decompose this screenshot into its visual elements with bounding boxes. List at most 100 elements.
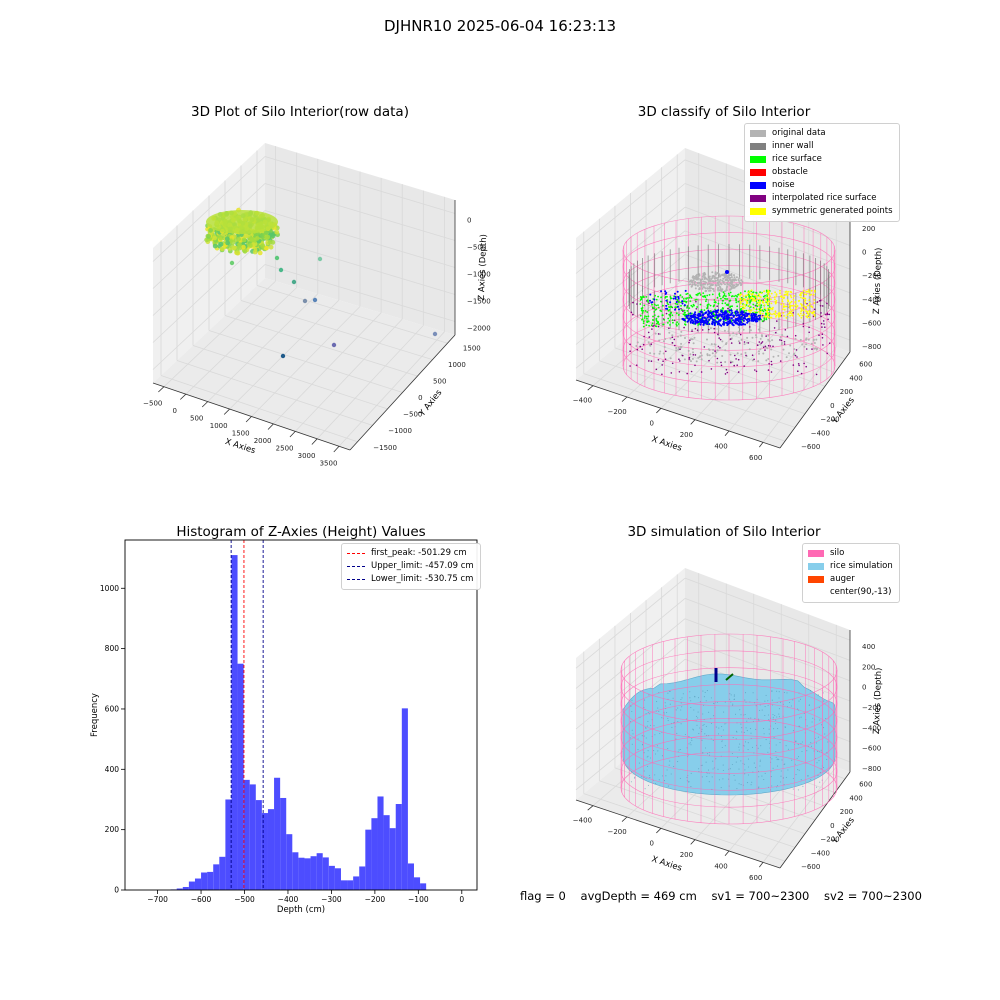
symmetric-point bbox=[745, 294, 747, 297]
rice-surface-point bbox=[660, 296, 662, 299]
rice-surface-point bbox=[676, 321, 678, 324]
original-point bbox=[732, 278, 735, 281]
legend-label: obstacle bbox=[772, 167, 808, 177]
interp-point bbox=[805, 348, 808, 350]
interp-point bbox=[689, 339, 691, 342]
rice-surface-point bbox=[693, 304, 695, 307]
original-point bbox=[716, 278, 719, 281]
interp-point bbox=[802, 325, 805, 328]
rice-grid-point bbox=[778, 713, 780, 715]
rice-grid-point bbox=[673, 721, 675, 723]
interp-point bbox=[823, 323, 825, 325]
original-point bbox=[714, 271, 717, 274]
rice-grid-point bbox=[810, 745, 813, 747]
noise-point bbox=[694, 318, 696, 321]
interp-point bbox=[671, 336, 674, 339]
original-point bbox=[691, 285, 693, 287]
original-point bbox=[714, 273, 717, 276]
interp-point bbox=[755, 370, 758, 373]
symmetric-point bbox=[802, 309, 805, 312]
interp-point bbox=[674, 344, 676, 347]
interp-point bbox=[714, 350, 716, 352]
rice-surface-point bbox=[764, 294, 766, 297]
rice-surface-point bbox=[643, 317, 646, 319]
interp-point bbox=[650, 343, 653, 346]
rice-grid-point bbox=[755, 705, 757, 707]
rice-grid-point bbox=[795, 774, 797, 776]
x-tick-label: −700 bbox=[147, 895, 168, 904]
symmetric-point bbox=[808, 299, 811, 301]
rice-surface-point bbox=[684, 311, 686, 314]
original-point bbox=[710, 278, 713, 280]
original-point bbox=[710, 343, 713, 346]
symmetric-point bbox=[767, 292, 770, 294]
rice-surface-point bbox=[666, 302, 669, 304]
rice-grid-point bbox=[699, 701, 701, 703]
original-point bbox=[653, 352, 656, 355]
interp-point bbox=[828, 313, 831, 316]
rice-grid-point bbox=[680, 698, 682, 701]
interp-point bbox=[703, 346, 706, 348]
x-tick bbox=[180, 393, 187, 400]
symmetric-point bbox=[790, 300, 793, 303]
rice-grid-point bbox=[795, 741, 797, 743]
symmetric-point bbox=[770, 302, 773, 305]
noise-point bbox=[703, 316, 706, 319]
legend-line bbox=[347, 579, 365, 580]
interp-point bbox=[800, 372, 803, 375]
noise-point bbox=[710, 311, 713, 314]
symmetric-point bbox=[739, 302, 742, 305]
x-tick bbox=[158, 386, 165, 393]
z-tick-label: 200 bbox=[862, 225, 875, 233]
y-tick-label: −200 bbox=[820, 836, 839, 844]
rice-surface-point bbox=[651, 306, 654, 309]
rice-grid-point bbox=[656, 745, 658, 747]
rice-grid-point bbox=[817, 736, 819, 738]
rice-surface-point bbox=[723, 293, 726, 295]
z-tick-label: −800 bbox=[862, 765, 881, 773]
rice-grid-point bbox=[778, 691, 780, 693]
original-point bbox=[659, 350, 662, 353]
histogram-bar bbox=[286, 834, 293, 890]
interp-point bbox=[767, 369, 770, 371]
rice-surface-point bbox=[667, 309, 670, 312]
rice-surface-point bbox=[705, 298, 708, 301]
histogram-bar bbox=[401, 708, 408, 890]
rice-surface-point bbox=[676, 303, 679, 306]
noise-point bbox=[738, 322, 741, 325]
rice-surface-point bbox=[722, 299, 724, 302]
rice-grid-point bbox=[788, 701, 791, 704]
symmetric-point bbox=[785, 305, 788, 308]
noise-point bbox=[697, 317, 699, 320]
rice-grid-point bbox=[819, 719, 821, 721]
noise-point bbox=[706, 316, 709, 319]
rice-grid-point bbox=[648, 774, 650, 776]
rice-surface-point bbox=[640, 297, 643, 300]
rice-surface-point bbox=[674, 302, 677, 305]
original-point bbox=[706, 338, 708, 341]
rice-grid-point bbox=[706, 690, 708, 692]
noise-point bbox=[718, 319, 721, 322]
interp-point bbox=[661, 364, 663, 366]
symmetric-point bbox=[751, 299, 754, 302]
noise-point bbox=[717, 321, 720, 324]
original-point bbox=[648, 343, 651, 346]
original-point bbox=[793, 352, 796, 355]
rice-grid-point bbox=[702, 690, 704, 692]
rice-grid-point bbox=[710, 722, 713, 725]
rice-grid-point bbox=[689, 742, 691, 744]
rice-grid-point bbox=[692, 729, 695, 731]
raw-point bbox=[224, 236, 230, 242]
rice-surface-point bbox=[646, 299, 649, 302]
symmetric-point bbox=[813, 302, 816, 304]
rice-grid-point bbox=[771, 704, 774, 706]
rice-surface-point bbox=[712, 305, 715, 308]
original-point bbox=[714, 327, 717, 330]
rice-surface-point bbox=[728, 294, 731, 296]
noise-point bbox=[741, 312, 744, 315]
original-point bbox=[726, 285, 729, 288]
raw-point bbox=[247, 236, 253, 242]
original-point bbox=[703, 278, 706, 280]
rice-grid-point bbox=[822, 692, 824, 694]
noise-point bbox=[743, 313, 746, 316]
